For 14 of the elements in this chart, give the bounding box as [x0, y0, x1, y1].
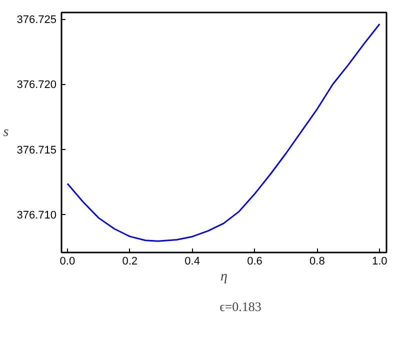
- line-series: [66, 23, 380, 242]
- x-tick-label: 0.6: [247, 256, 262, 268]
- y-axis-title: s: [3, 125, 10, 140]
- y-tick-label: 376.725: [16, 14, 57, 26]
- text: ϵ=0.183: [220, 299, 262, 315]
- x-tick-label: 1.0: [372, 256, 388, 268]
- x-axis-title: η: [220, 270, 228, 284]
- y-tick-label: 376.710: [16, 210, 57, 222]
- y-tick-label: 376.715: [16, 144, 57, 156]
- x-tick-label: 0.4: [184, 256, 200, 268]
- x-tick-label: 0.8: [310, 256, 325, 268]
- y-tick-label: 376.720: [16, 79, 57, 92]
- x-tick-label: 0.0: [60, 256, 76, 268]
- x-tick-label: 0.2: [122, 256, 138, 268]
